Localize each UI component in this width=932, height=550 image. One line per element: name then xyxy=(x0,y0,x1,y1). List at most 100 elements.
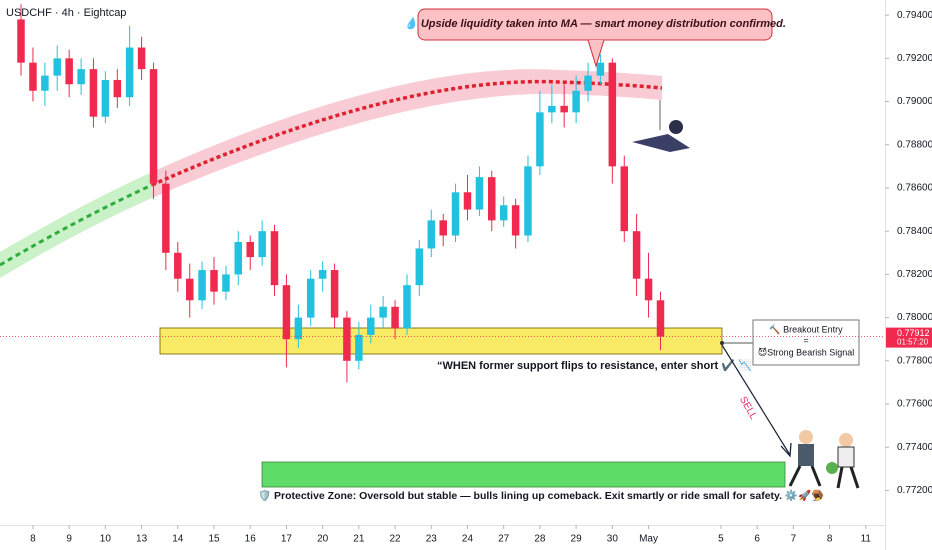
x-tick-label: 30 xyxy=(607,534,619,545)
y-tick-label: 0.79200 xyxy=(897,53,932,64)
entry-label-box xyxy=(752,319,860,366)
x-tick-label: 9 xyxy=(66,534,72,545)
x-tick-label: 27 xyxy=(498,534,510,545)
candle-body xyxy=(294,317,303,340)
candle-body xyxy=(186,278,194,301)
y-tick-label: 0.77200 xyxy=(897,485,932,496)
y-tick-label: 0.78400 xyxy=(897,226,932,237)
x-tick-label: 22 xyxy=(390,534,402,545)
candle-body xyxy=(415,248,424,286)
y-tick-label: 0.77400 xyxy=(897,442,932,453)
candle-body xyxy=(488,177,496,221)
candle-body xyxy=(439,220,447,236)
candle-body xyxy=(620,166,629,232)
candle-body xyxy=(113,79,122,98)
y-tick-label: 0.79000 xyxy=(897,96,932,107)
candle-body xyxy=(29,62,37,91)
candle-body xyxy=(572,90,580,113)
candle-body xyxy=(198,270,206,301)
candle-body xyxy=(17,19,25,63)
candle-body xyxy=(282,285,291,340)
candle-body xyxy=(379,306,387,318)
x-tick-label: 21 xyxy=(353,534,365,545)
candle-body xyxy=(330,270,339,318)
x-tick-label: 11 xyxy=(861,534,872,545)
x-tick-label: 6 xyxy=(754,534,760,545)
candle-body xyxy=(162,183,170,253)
annotation-pointer xyxy=(587,39,605,68)
candle-body xyxy=(511,205,520,236)
candle-body xyxy=(524,166,532,236)
last-price-label: 0.77912 xyxy=(897,328,930,338)
y-tick-label: 0.77800 xyxy=(897,355,932,366)
x-tick-label: 8 xyxy=(30,534,36,545)
zone-label: 🛡️ Protective Zone: Oversold but stable … xyxy=(258,489,824,502)
candle-body xyxy=(101,79,110,117)
y-tick-label: 0.78000 xyxy=(897,312,932,323)
x-tick-label: 29 xyxy=(571,534,583,545)
candle-body xyxy=(210,270,218,292)
figure-robber xyxy=(826,433,860,489)
ma-line-green xyxy=(0,183,153,267)
candle-body xyxy=(608,62,617,167)
entry-label-line: = xyxy=(803,335,808,345)
candle-body xyxy=(137,47,146,70)
candle-body xyxy=(77,69,85,85)
y-tick-label: 0.78600 xyxy=(897,183,932,194)
candle-body xyxy=(53,58,61,76)
candle-body xyxy=(367,317,375,335)
x-tick-label: 16 xyxy=(245,534,257,545)
candle-body xyxy=(246,241,254,258)
candle-body xyxy=(451,192,460,236)
entry-point xyxy=(720,341,724,345)
candle-body xyxy=(403,285,411,329)
y-tick-label: 0.79400 xyxy=(897,10,932,21)
candle-body xyxy=(318,270,327,279)
candle-body xyxy=(536,112,544,167)
candle-body xyxy=(632,231,641,279)
last-price-box xyxy=(886,327,932,348)
candle-body xyxy=(427,220,436,249)
candle-body xyxy=(656,300,665,337)
axes: 0.79400 0.79200 0.79000 0.78800 0.78600 0.784… xyxy=(30,10,932,545)
x-tick-label: 20 xyxy=(317,534,329,545)
candle-body xyxy=(89,69,98,117)
candle-body xyxy=(584,75,592,91)
candle-body xyxy=(560,105,568,113)
protective-zone xyxy=(261,461,786,488)
x-tick-label: 14 xyxy=(172,534,184,545)
ma-band-green xyxy=(0,172,152,278)
sell-arrow xyxy=(721,344,791,456)
countdown-label: 01:57:20 xyxy=(897,338,929,347)
candle-body xyxy=(463,192,472,210)
annotation-text: 💧 Upside liquidity taken into MA — smart… xyxy=(404,17,786,30)
resistance-zone xyxy=(159,327,723,355)
candle-body xyxy=(355,334,363,361)
candle-body xyxy=(222,274,230,292)
candle-body xyxy=(343,317,351,361)
figure-thief xyxy=(632,100,690,152)
y-tick-label: 0.77600 xyxy=(897,399,932,410)
candle-body xyxy=(125,47,134,98)
quote-text: “WHEN former support flips to resistance… xyxy=(437,359,752,372)
x-tick-label: 8 xyxy=(827,534,833,545)
x-tick-label: 15 xyxy=(208,534,220,545)
x-tick-label: 5 xyxy=(718,534,724,545)
candle-body xyxy=(644,278,653,301)
candle-body xyxy=(499,205,508,221)
candle-body xyxy=(41,75,49,91)
candle-body xyxy=(174,252,182,279)
x-tick-label: 13 xyxy=(136,534,148,545)
figure-police xyxy=(788,430,822,487)
candle-body xyxy=(270,231,279,286)
candle-body xyxy=(475,177,484,210)
x-tick-label: 28 xyxy=(534,534,546,545)
y-tick-label: 0.78200 xyxy=(897,269,932,280)
sell-arrowhead xyxy=(780,442,792,458)
x-tick-label: 10 xyxy=(100,534,112,545)
ma-line-red xyxy=(151,79,663,187)
candle-body xyxy=(149,69,158,184)
candle-body xyxy=(548,105,556,113)
